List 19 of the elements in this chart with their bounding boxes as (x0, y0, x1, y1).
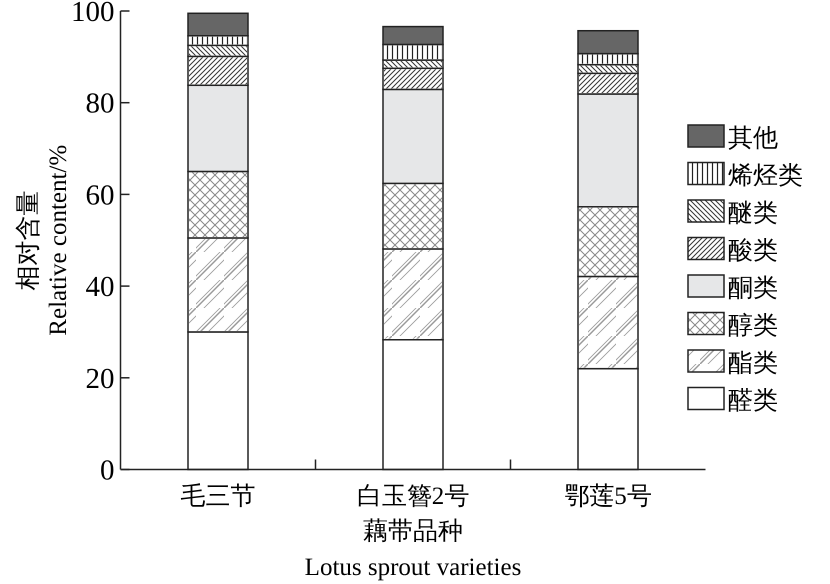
y-tick-label: 60 (86, 179, 114, 212)
y-tick-label: 40 (86, 271, 114, 304)
x-tick-label: 毛三节 (180, 483, 256, 510)
y-tick-label: 100 (71, 0, 114, 28)
text: 醇类 (728, 312, 778, 340)
text: 醚类 (728, 200, 778, 227)
text: 烯烃类 (728, 162, 803, 190)
y-axis-title: 相对含量 Relative content/% (15, 144, 72, 336)
legend-label: 其他 (728, 125, 778, 152)
text: 酯类 (728, 350, 778, 377)
legend-label: 酮类 (728, 275, 778, 302)
x-tick-label: 鄂莲5号 (564, 483, 652, 510)
legend-label: 醛类 (728, 388, 778, 414)
x-tick-label: 白玉簪2号 (356, 483, 470, 510)
text: 酸类 (728, 238, 778, 264)
y-tick-label: 20 (86, 362, 114, 395)
y-tick-label: 0 (100, 454, 114, 486)
y-tick-label: 80 (86, 88, 114, 120)
x-axis-title: 藕带品种 Lotus sprout varieties (304, 518, 522, 581)
